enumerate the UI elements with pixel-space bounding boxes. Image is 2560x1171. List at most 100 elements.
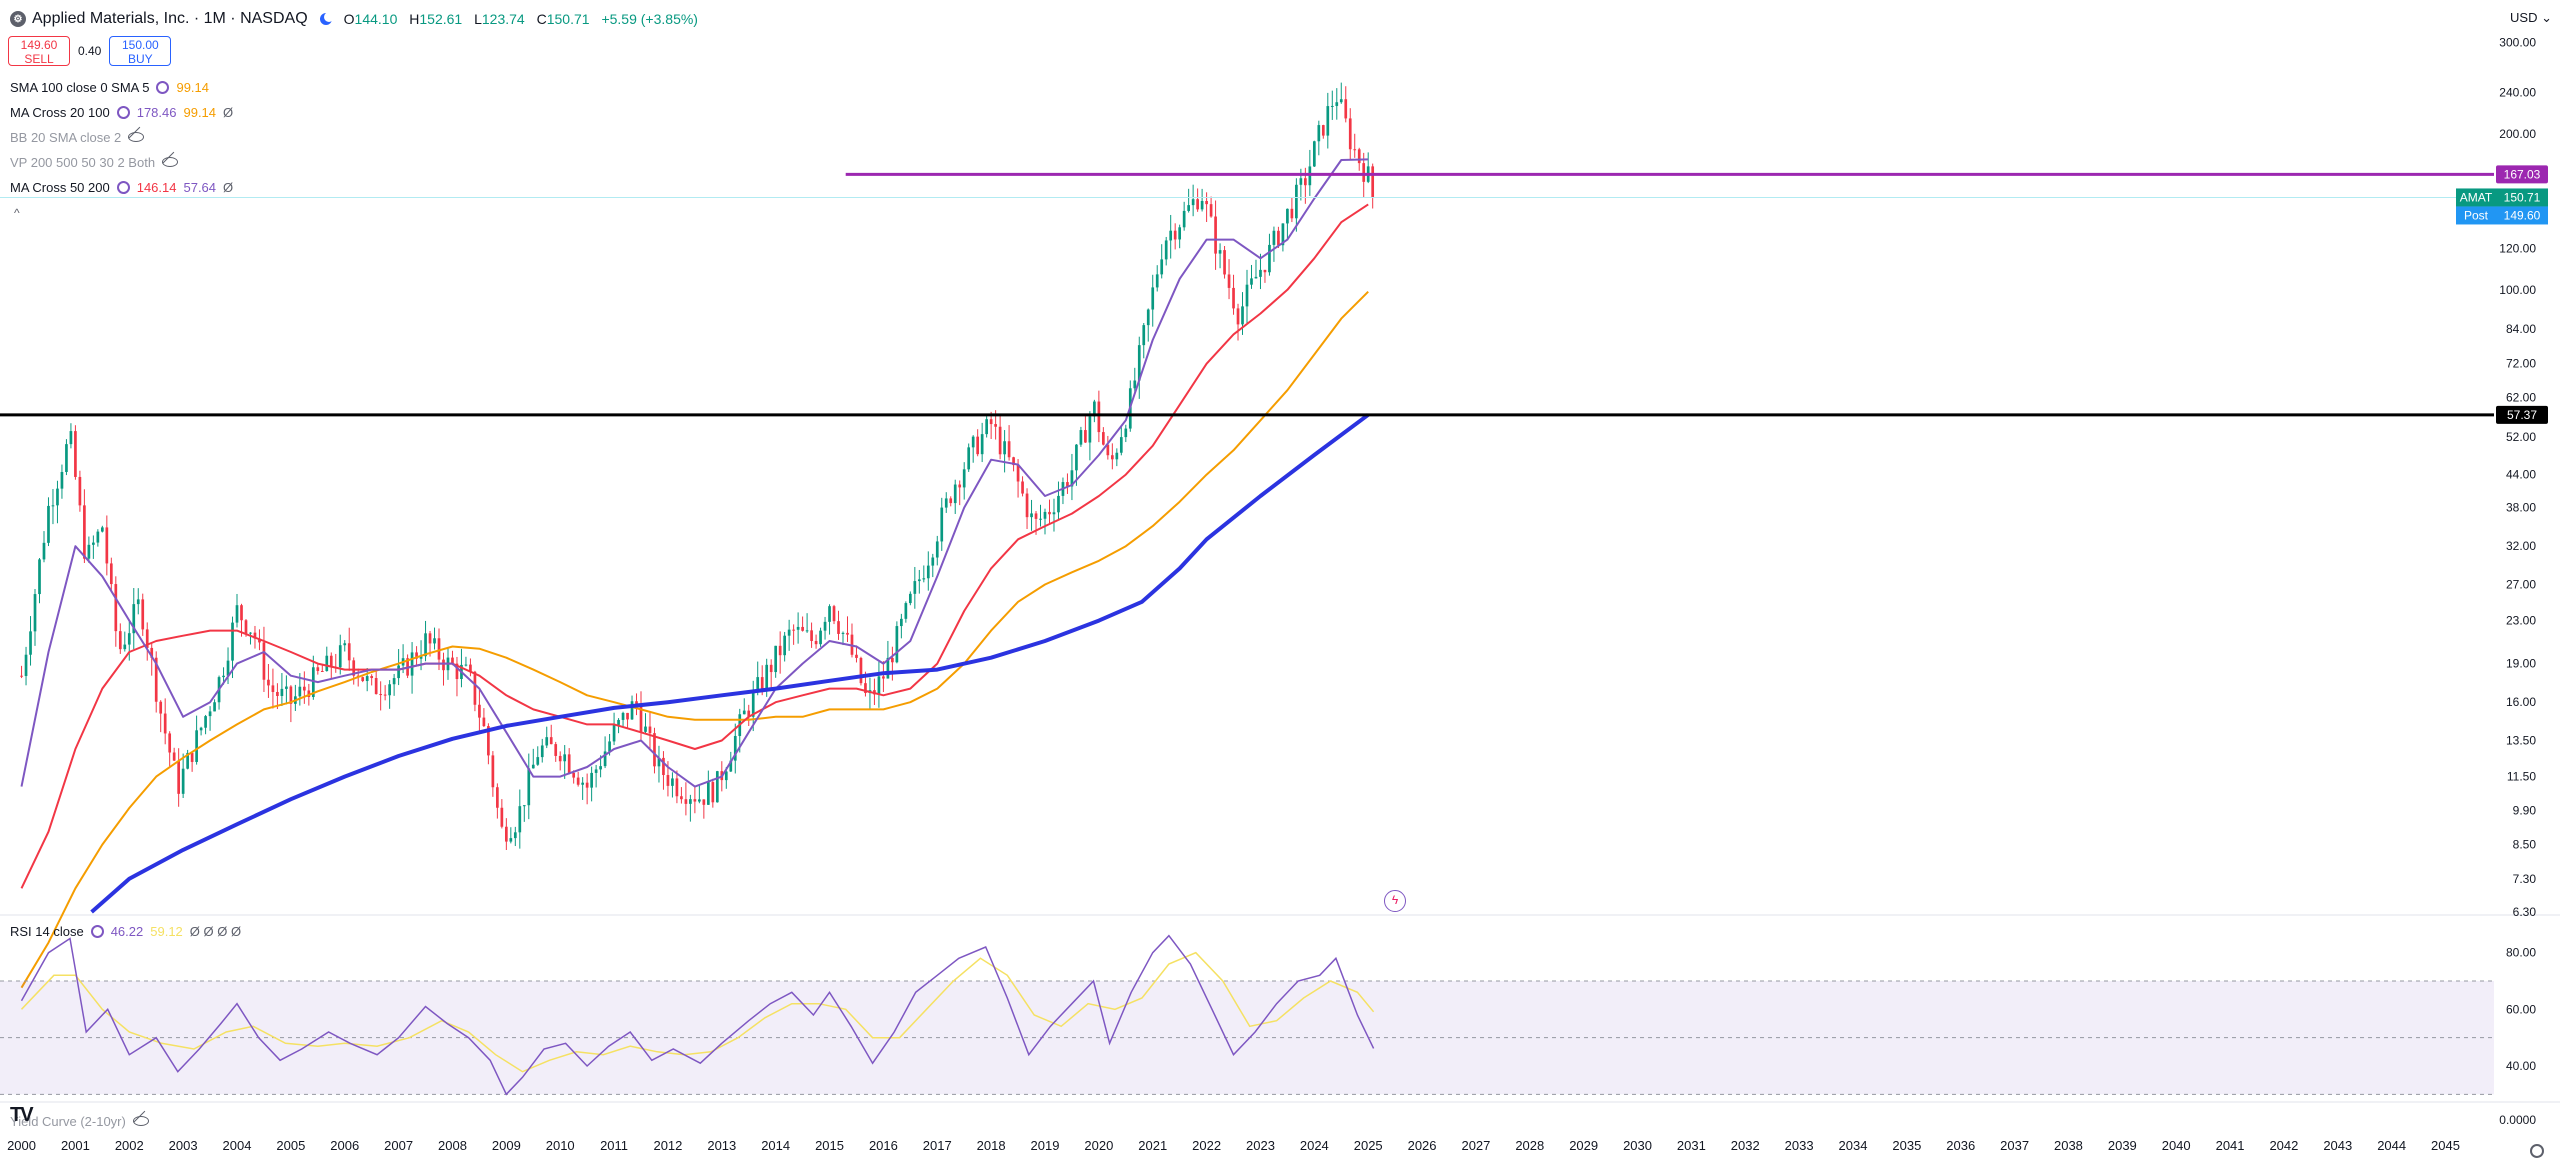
symbol-header: ⚙ Applied Materials, Inc. · 1M · NASDAQ … xyxy=(10,8,706,30)
x-tick-label: 2031 xyxy=(1677,1138,1706,1153)
indicator-name: SMA 100 close 0 SMA 5 xyxy=(10,79,150,95)
indicator-bb[interactable]: BB 20 SMA close 2 xyxy=(10,127,145,147)
candle-body xyxy=(913,581,917,594)
y-tick-label: 62.00 xyxy=(2506,390,2536,404)
settings-gear-icon[interactable] xyxy=(2530,1144,2544,1158)
candle-body xyxy=(1326,106,1330,136)
candle-body xyxy=(235,605,239,623)
indicator-rsi[interactable]: RSI 14 close 46.22 59.12 Ø Ø Ø Ø xyxy=(10,921,241,941)
indicator-settings-icon[interactable] xyxy=(116,105,130,119)
candle-body xyxy=(653,733,656,767)
candle-body xyxy=(1290,208,1294,219)
candle-body xyxy=(280,688,284,696)
candle-body xyxy=(262,642,266,680)
candle-body xyxy=(513,832,517,839)
candle-body xyxy=(1223,250,1226,275)
candle-body xyxy=(159,701,163,714)
candle-body xyxy=(846,632,849,635)
candle-body xyxy=(724,771,728,781)
x-tick-label: 2012 xyxy=(653,1138,682,1153)
candle-body xyxy=(778,645,782,656)
indicator-value: 46.22 xyxy=(110,923,144,939)
candle-body xyxy=(87,544,91,559)
y-tick-label: 27.00 xyxy=(2506,577,2536,591)
candle-body xyxy=(832,606,836,622)
y-tick-label: 16.00 xyxy=(2506,695,2536,709)
tradingview-logo[interactable]: TV xyxy=(10,1104,34,1126)
lightning-icon[interactable]: ϟ xyxy=(1384,890,1406,912)
y-tick-label: 7.30 xyxy=(2513,872,2537,886)
indicator-settings-icon[interactable] xyxy=(156,80,170,94)
candle-body xyxy=(249,632,252,634)
candle-body xyxy=(51,505,55,507)
candle-body xyxy=(190,752,194,762)
indicator-ma-cross-50-200[interactable]: MA Cross 50 200 146.14 57.64 Ø xyxy=(10,177,233,197)
candle-body xyxy=(522,805,526,807)
y-tick-label: 52.00 xyxy=(2506,430,2536,444)
indicator-settings-icon[interactable] xyxy=(116,180,130,194)
candle-body xyxy=(285,686,288,689)
candle-body xyxy=(383,694,387,696)
candle-body xyxy=(967,447,971,470)
indicator-vp[interactable]: VP 200 500 50 30 2 Both xyxy=(10,152,179,172)
candle-body xyxy=(572,772,576,778)
candle-body xyxy=(985,419,988,435)
candle-body xyxy=(100,527,104,532)
x-tick-label: 2033 xyxy=(1785,1138,1814,1153)
indicator-settings-icon[interactable] xyxy=(90,924,104,938)
hidden-eye-icon[interactable] xyxy=(162,157,179,167)
x-tick-label: 2020 xyxy=(1084,1138,1113,1153)
candle-body xyxy=(105,527,109,564)
candle-body xyxy=(451,657,454,664)
candle-body xyxy=(38,559,41,595)
candle-body xyxy=(145,629,149,648)
candle-body xyxy=(1155,274,1159,288)
candle-body xyxy=(895,626,899,663)
price-tag-name: AMAT xyxy=(2460,190,2493,204)
hidden-eye-icon[interactable] xyxy=(128,132,145,142)
candle-body xyxy=(1304,178,1307,186)
candle-body xyxy=(648,726,652,734)
candle-body xyxy=(576,777,580,785)
indicator-ma-cross-20-100[interactable]: MA Cross 20 100 178.46 99.14 Ø xyxy=(10,102,233,122)
indicator-name: VP 200 500 50 30 2 Both xyxy=(10,154,156,170)
x-tick-label: 2014 xyxy=(761,1138,790,1153)
candle-body xyxy=(65,444,68,472)
x-tick-label: 2006 xyxy=(330,1138,359,1153)
candle-body xyxy=(1025,493,1029,518)
x-tick-label: 2010 xyxy=(546,1138,575,1153)
buy-button[interactable]: 150.00 BUY xyxy=(109,36,172,66)
y-tick-label: 72.00 xyxy=(2506,357,2536,371)
x-tick-label: 2038 xyxy=(2054,1138,2083,1153)
indicator-sma100[interactable]: SMA 100 close 0 SMA 5 99.14 xyxy=(10,77,209,97)
collapse-legend-chevron-up-icon[interactable]: ^ xyxy=(14,206,20,220)
candle-body xyxy=(760,677,764,690)
x-tick-label: 2016 xyxy=(869,1138,898,1153)
candle-body xyxy=(1146,309,1150,326)
symbol-logo-icon[interactable]: ⚙ xyxy=(10,11,26,27)
indicator-name: BB 20 SMA close 2 xyxy=(10,129,122,145)
candle-body xyxy=(397,665,400,679)
candle-body xyxy=(83,505,86,559)
x-tick-label: 2024 xyxy=(1300,1138,1329,1153)
hidden-eye-icon[interactable] xyxy=(132,1116,149,1126)
level-tag-label: 167.03 xyxy=(2504,167,2541,181)
candle-body xyxy=(1321,125,1325,136)
candle-body xyxy=(940,507,944,542)
indicator-yield-curve[interactable]: Yield Curve (2-10yr) xyxy=(10,1111,149,1131)
candle-body xyxy=(199,727,203,731)
candle-body xyxy=(1124,428,1128,438)
symbol-title[interactable]: Applied Materials, Inc. · 1M · NASDAQ xyxy=(32,10,308,27)
candle-body xyxy=(518,806,522,833)
candle-body xyxy=(204,716,207,728)
candle-body xyxy=(240,605,243,621)
candle-body xyxy=(751,691,755,717)
currency-selector[interactable]: USD ⌄ xyxy=(2510,10,2552,25)
candle-body xyxy=(796,626,800,630)
market-status-icon[interactable] xyxy=(319,12,334,25)
x-tick-label: 2011 xyxy=(600,1138,628,1153)
candle-body xyxy=(671,778,674,786)
sell-button[interactable]: 149.60 SELL xyxy=(8,36,70,66)
